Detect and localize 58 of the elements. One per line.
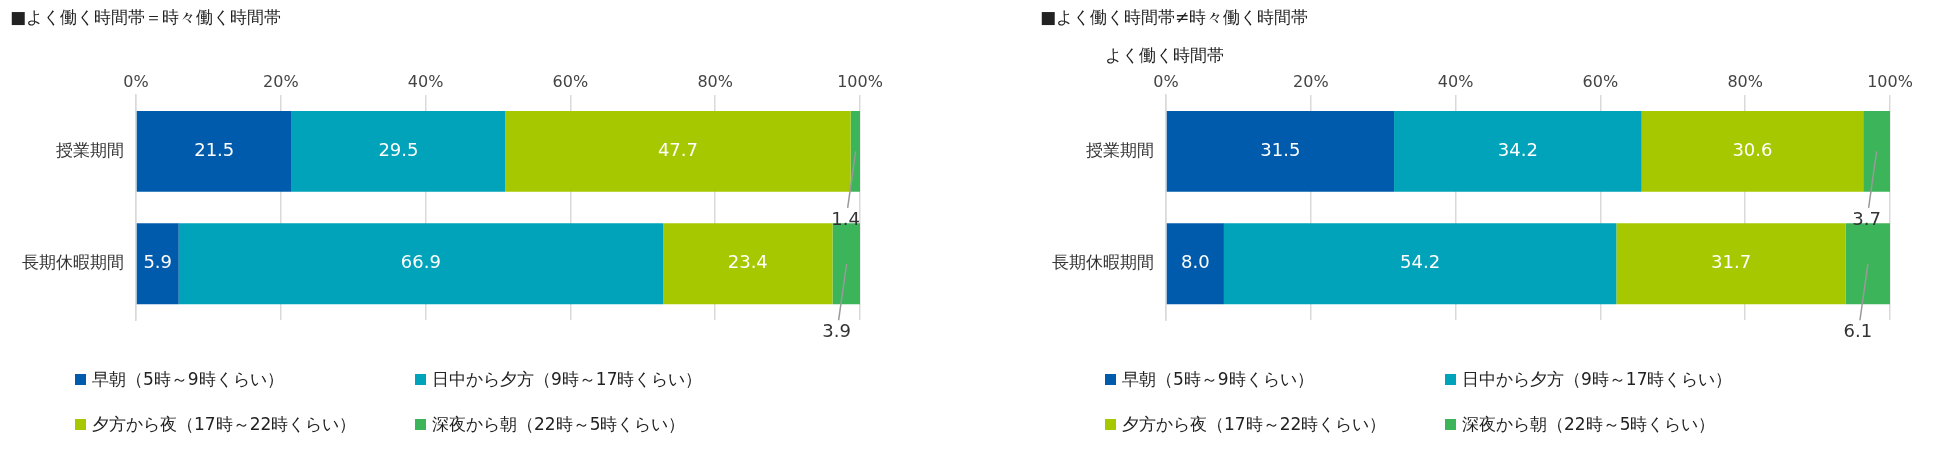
- x-tick-label: 60%: [1582, 71, 1619, 91]
- x-tick-label: 80%: [1727, 71, 1763, 91]
- data-label: 31.7: [1711, 251, 1752, 273]
- bar: [136, 223, 179, 305]
- bar: [1394, 110, 1642, 192]
- x-tick-label: 0%: [1153, 71, 1179, 91]
- data-label: 8.0: [1181, 251, 1210, 273]
- x-tick-label: 100%: [837, 71, 883, 91]
- data-label: 21.5: [194, 139, 235, 161]
- bar: [663, 223, 833, 305]
- legend-label: 夕方から夜（17時～22時くらい）: [1121, 413, 1388, 436]
- bar: [1616, 223, 1846, 305]
- x-tick-label: 40%: [1437, 71, 1474, 91]
- data-label: 5.9: [143, 251, 173, 273]
- x-tick-label: 100%: [1867, 71, 1913, 91]
- bar: [1166, 110, 1395, 192]
- x-tick-label: 20%: [1293, 71, 1329, 91]
- chart-subtitle: よく働く時間帯: [1105, 44, 1224, 67]
- legend-label: 深夜から朝（22時～5時くらい）: [1461, 413, 1717, 436]
- bar: [1863, 110, 1890, 192]
- legend-label: 日中から夕方（9時～17時くらい）: [431, 368, 704, 391]
- data-label: 30.6: [1732, 139, 1773, 161]
- bar: [1845, 223, 1890, 305]
- x-tick-label: 60%: [552, 71, 589, 91]
- legend-label: 深夜から朝（22時～5時くらい）: [431, 413, 687, 436]
- data-label: 34.2: [1497, 139, 1538, 161]
- bar: [505, 110, 851, 192]
- y-tick-label: 長期休暇期間: [22, 252, 124, 273]
- x-tick-label: 0%: [123, 71, 149, 91]
- legend-label: 夕方から夜（17時～22時くらい）: [91, 413, 358, 436]
- data-label: 3.9: [822, 319, 851, 341]
- data-label: 6.1: [1843, 319, 1873, 341]
- y-tick-label: 授業期間: [56, 139, 124, 160]
- y-tick-label: 長期休暇期間: [1052, 252, 1154, 273]
- legend-label: 早朝（5時～9時くらい）: [91, 368, 285, 391]
- bar: [1223, 223, 1617, 305]
- bar: [291, 110, 506, 192]
- legend-label: 日中から夕方（9時～17時くらい）: [1461, 368, 1734, 391]
- data-label: 47.7: [657, 139, 698, 161]
- bar: [1641, 110, 1864, 192]
- bar: [832, 223, 860, 305]
- data-label: 66.9: [400, 251, 441, 273]
- data-label: 3.7: [1852, 207, 1881, 229]
- x-tick-label: 40%: [407, 71, 444, 91]
- legend-label: 早朝（5時～9時くらい）: [1121, 368, 1315, 391]
- data-label: 54.2: [1400, 251, 1441, 273]
- data-label: 1.4: [831, 207, 860, 229]
- x-tick-label: 80%: [697, 71, 733, 91]
- bar: [178, 223, 664, 305]
- bar: [136, 110, 292, 192]
- x-tick-label: 20%: [263, 71, 299, 91]
- data-label: 31.5: [1260, 139, 1301, 161]
- chart-title: ■よく働く時間帯≠時々働く時間帯: [1040, 6, 1309, 29]
- bar: [1166, 223, 1224, 305]
- chart-title: ■よく働く時間帯＝時々働く時間帯: [10, 6, 282, 29]
- data-label: 29.5: [378, 139, 419, 161]
- data-label: 23.4: [727, 251, 768, 273]
- y-tick-label: 授業期間: [1086, 139, 1154, 160]
